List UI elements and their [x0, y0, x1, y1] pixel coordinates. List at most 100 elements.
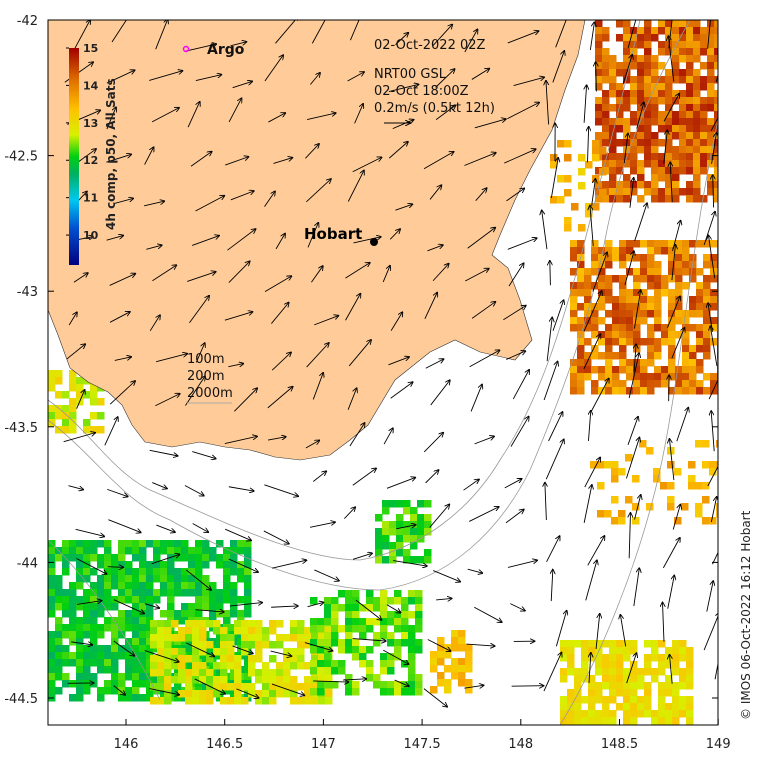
sst-pixel	[567, 689, 575, 697]
sst-pixel	[244, 582, 252, 590]
sst-pixel	[581, 710, 589, 718]
sst-pixel	[644, 104, 652, 112]
sst-pixel	[188, 561, 196, 569]
sst-pixel	[97, 540, 105, 548]
sst-pixel	[62, 645, 70, 653]
sst-pixel	[668, 366, 676, 374]
sst-pixel	[591, 317, 599, 325]
sst-pixel	[458, 644, 466, 652]
sst-pixel	[90, 652, 98, 660]
sst-pixel	[658, 48, 666, 56]
sst-pixel	[310, 646, 318, 654]
sst-pixel	[62, 610, 70, 618]
sst-pixel	[570, 254, 578, 262]
sst-pixel	[672, 661, 680, 669]
sst-pixel	[97, 582, 105, 590]
sst-pixel	[578, 154, 586, 162]
sst-pixel	[48, 687, 56, 695]
sst-pixel	[227, 648, 235, 656]
sst-pixel	[693, 160, 701, 168]
sst-pixel	[48, 610, 56, 618]
sst-pixel	[626, 324, 634, 332]
sst-pixel	[703, 352, 711, 360]
sst-pixel	[710, 373, 718, 381]
sst-pixel	[76, 617, 84, 625]
sst-pixel	[290, 697, 298, 705]
sst-pixel	[693, 20, 701, 28]
sst-pixel	[605, 282, 613, 290]
sst-pixel	[658, 76, 666, 84]
sst-pixel	[605, 296, 613, 304]
sst-pixel	[104, 652, 112, 660]
sst-pixel	[707, 90, 715, 98]
sst-pixel	[595, 717, 603, 725]
sst-pixel	[83, 673, 91, 681]
sst-pixel	[465, 665, 473, 673]
sst-pixel	[695, 440, 703, 448]
sst-pixel	[178, 634, 186, 642]
sst-pixel	[403, 535, 411, 543]
sst-pixel	[682, 268, 690, 276]
sst-pixel	[324, 618, 332, 626]
sst-pixel	[651, 97, 659, 105]
sst-pixel	[591, 261, 599, 269]
sst-pixel	[602, 69, 610, 77]
sst-pixel	[679, 696, 687, 704]
sst-pixel	[591, 247, 599, 255]
sst-pixel	[570, 387, 578, 395]
sst-pixel	[375, 556, 383, 564]
sst-pixel	[104, 645, 112, 653]
sst-pixel	[380, 660, 388, 668]
sst-pixel	[693, 139, 701, 147]
sst-pixel	[352, 646, 360, 654]
sst-pixel	[637, 34, 645, 42]
sst-pixel	[612, 373, 620, 381]
sst-pixel	[55, 687, 63, 695]
sst-pixel	[598, 317, 606, 325]
sst-pixel	[571, 203, 579, 211]
sst-pixel	[682, 247, 690, 255]
sst-pixel	[345, 604, 353, 612]
sst-pixel	[616, 640, 624, 648]
sst-pixel	[651, 62, 659, 70]
sst-pixel	[167, 603, 175, 611]
sst-pixel	[619, 366, 627, 374]
sst-pixel	[167, 610, 175, 618]
sst-pixel	[700, 83, 708, 91]
sst-pixel	[665, 654, 673, 662]
sst-pixel	[686, 55, 694, 63]
sst-pixel	[703, 373, 711, 381]
sst-pixel	[188, 589, 196, 597]
sst-pixel	[591, 331, 599, 339]
sst-pixel	[567, 661, 575, 669]
sst-pixel	[581, 717, 589, 725]
sst-pixel	[430, 651, 438, 659]
sst-pixel	[185, 620, 193, 628]
sst-pixel	[241, 620, 249, 628]
x-tick-label: 147.5	[403, 737, 440, 752]
date-label: 02-Oct-2022 02Z	[374, 38, 486, 53]
sst-pixel	[633, 254, 641, 262]
sst-pixel	[570, 373, 578, 381]
sst-pixel	[686, 160, 694, 168]
sst-pixel	[220, 676, 228, 684]
sst-pixel	[234, 620, 242, 628]
sst-pixel	[640, 380, 648, 388]
sst-pixel	[216, 554, 224, 562]
sst-pixel	[410, 514, 418, 522]
sst-pixel	[679, 139, 687, 147]
sst-pixel	[679, 111, 687, 119]
sst-pixel	[611, 496, 619, 504]
sst-pixel	[679, 647, 687, 655]
sst-pixel	[693, 111, 701, 119]
sst-pixel	[262, 697, 270, 705]
sst-pixel	[693, 195, 701, 203]
sst-pixel	[633, 331, 641, 339]
sst-pixel	[290, 648, 298, 656]
sst-pixel	[605, 359, 613, 367]
sst-pixel	[192, 634, 200, 642]
sst-pixel	[125, 666, 133, 674]
sst-pixel	[686, 717, 694, 725]
sst-pixel	[654, 310, 662, 318]
sst-pixel	[658, 139, 666, 147]
